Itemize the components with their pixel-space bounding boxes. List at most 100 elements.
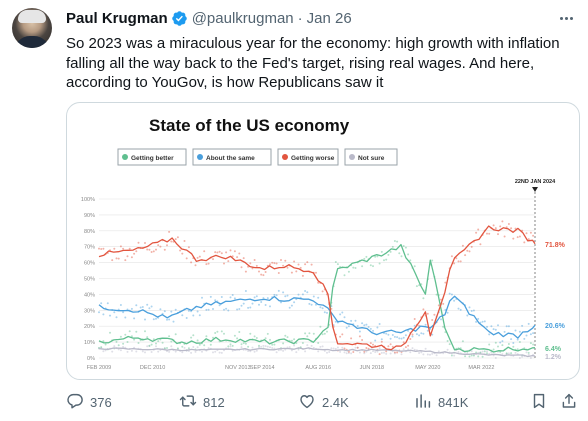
- poll-point: [383, 351, 385, 354]
- poll-point: [306, 291, 309, 294]
- poll-point: [238, 252, 241, 255]
- poll-point: [343, 347, 346, 350]
- poll-point: [293, 301, 296, 304]
- poll-point: [490, 325, 493, 328]
- series-line: [98, 347, 536, 358]
- poll-point: [111, 259, 114, 262]
- poll-point: [486, 352, 488, 355]
- poll-point: [400, 337, 403, 340]
- poll-point: [532, 234, 535, 237]
- poll-point: [501, 340, 504, 343]
- tweet-media-chart[interactable]: State of the US economy Getting better Abo…: [66, 102, 580, 380]
- poll-point: [446, 340, 449, 342]
- poll-point: [367, 347, 370, 350]
- poll-point: [398, 252, 401, 255]
- poll-point: [196, 339, 199, 342]
- y-tick-label: 20%: [84, 324, 95, 330]
- poll-point: [459, 308, 462, 311]
- poll-point: [389, 343, 392, 346]
- reply-icon: [66, 392, 84, 413]
- poll-point: [139, 306, 142, 309]
- poll-point: [448, 343, 451, 346]
- poll-point: [244, 290, 247, 292]
- share-icon: [560, 392, 578, 413]
- poll-point: [168, 230, 171, 233]
- poll-point: [393, 352, 396, 355]
- poll-point: [102, 340, 105, 343]
- poll-point: [209, 343, 212, 346]
- poll-point: [347, 270, 350, 273]
- poll-point: [521, 324, 524, 327]
- poll-point: [402, 245, 405, 247]
- poll-point: [393, 240, 396, 242]
- poll-point: [185, 317, 188, 319]
- poll-point: [448, 292, 451, 295]
- poll-point: [207, 262, 210, 265]
- poll-point: [431, 352, 434, 355]
- poll-point: [518, 235, 521, 238]
- poll-point: [407, 344, 410, 347]
- poll-point: [122, 311, 125, 314]
- poll-point: [334, 320, 337, 323]
- poll-point: [435, 354, 438, 357]
- poll-point: [115, 316, 118, 319]
- author-name[interactable]: Paul Krugman: [66, 9, 168, 27]
- poll-point: [192, 346, 195, 348]
- poll-point: [198, 255, 201, 258]
- poll-point: [231, 344, 234, 347]
- share-button[interactable]: [560, 390, 578, 414]
- poll-point: [475, 351, 478, 354]
- views-button[interactable]: 841K: [414, 390, 468, 414]
- author-handle[interactable]: @paulkrugman: [191, 9, 294, 27]
- poll-point: [223, 332, 225, 335]
- poll-point: [521, 355, 524, 358]
- poll-point: [315, 271, 317, 274]
- poll-point: [361, 265, 364, 268]
- reply-button[interactable]: 376: [66, 390, 112, 414]
- poll-point: [387, 333, 390, 336]
- poll-point: [170, 310, 173, 313]
- poll-point: [130, 307, 133, 310]
- poll-point: [113, 247, 116, 250]
- poll-point: [198, 343, 201, 346]
- poll-point: [317, 350, 320, 353]
- series-line: [98, 225, 536, 351]
- poll-point: [512, 342, 515, 344]
- poll-point: [205, 308, 208, 311]
- tweet-date[interactable]: Jan 26: [306, 9, 352, 27]
- like-button[interactable]: 2.4K: [298, 390, 349, 414]
- poll-point: [319, 306, 322, 309]
- poll-point: [461, 244, 464, 247]
- poll-point: [115, 257, 118, 260]
- poll-point: [501, 220, 504, 223]
- poll-point: [220, 351, 223, 354]
- poll-point: [286, 336, 289, 339]
- poll-point: [510, 338, 513, 341]
- poll-point: [431, 333, 434, 336]
- poll-point: [514, 227, 517, 230]
- author-avatar[interactable]: [12, 8, 52, 48]
- poll-point: [242, 302, 245, 305]
- poll-point: [229, 343, 232, 346]
- poll-point: [350, 319, 353, 322]
- more-options-icon[interactable]: [556, 8, 576, 28]
- poll-point: [497, 345, 499, 348]
- poll-point: [479, 243, 482, 246]
- poll-point: [212, 258, 214, 261]
- poll-point: [155, 248, 157, 251]
- date-marker-label: 22ND JAN 2024: [515, 179, 556, 185]
- x-tick-label: NOV 2013: [225, 365, 251, 371]
- poll-point: [413, 348, 416, 351]
- poll-point: [389, 250, 392, 253]
- poll-point: [174, 333, 177, 336]
- repost-button[interactable]: 812: [179, 390, 225, 414]
- bookmark-button[interactable]: [530, 390, 548, 414]
- poll-point: [102, 313, 105, 316]
- poll-point: [479, 351, 482, 354]
- poll-point: [135, 350, 138, 353]
- poll-point: [372, 350, 374, 353]
- poll-point: [363, 350, 366, 353]
- poll-point: [255, 337, 258, 339]
- poll-point: [411, 335, 414, 338]
- poll-point: [516, 338, 519, 341]
